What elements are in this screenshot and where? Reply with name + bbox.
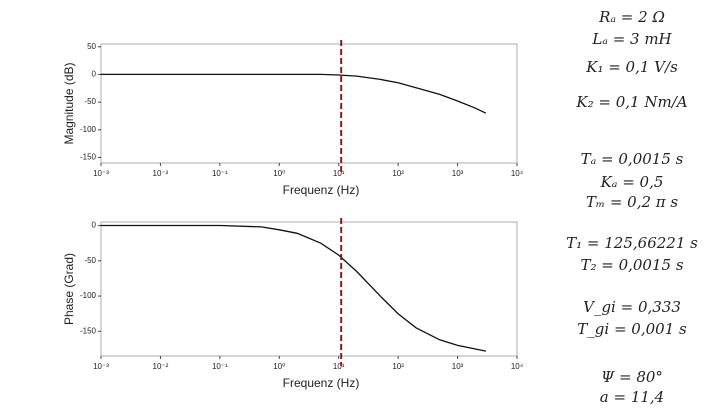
- x-tick-label: 10¹: [333, 169, 345, 178]
- y-tick-label: -150: [80, 153, 97, 162]
- y-tick-label: 0: [92, 221, 97, 230]
- equation: T_gi = 0,001 s: [577, 320, 687, 338]
- equation: T₂ = 0,0015 s: [580, 256, 683, 274]
- line: [101, 224, 487, 352]
- y-tick-label: -50: [84, 97, 96, 106]
- equation: Ψ = 80°: [601, 368, 663, 386]
- y-axis-label: Magnitude (dB): [62, 62, 76, 144]
- x-tick-label: 10²: [392, 362, 404, 371]
- x-tick-label: 10⁻¹: [212, 169, 228, 178]
- equation: K₂ = 0,1 Nm/A: [575, 93, 687, 111]
- y-tick-label: -100: [80, 125, 97, 134]
- equation: K₁ = 0,1 V/s: [585, 58, 678, 76]
- x-tick-label: 10⁻²: [153, 169, 169, 178]
- line: [101, 73, 487, 114]
- y-tick-label: -100: [80, 291, 97, 300]
- y-axis-label: Phase (Grad): [62, 253, 76, 325]
- equation: Tₘ = 0,2 π s: [586, 193, 679, 211]
- x-tick-label: 10⁻³: [93, 362, 109, 371]
- equation: T₁ = 125,66221 s: [566, 234, 698, 252]
- x-tick-label: 10⁻²: [153, 362, 169, 371]
- plot-frame: [100, 221, 518, 357]
- x-tick-label: 10⁰: [273, 169, 285, 178]
- x-tick-label: 10⁻³: [93, 169, 109, 178]
- x-tick-label: 10³: [452, 169, 464, 178]
- y-tick-label: 50: [87, 42, 96, 51]
- x-tick-label: 10²: [392, 169, 404, 178]
- x-tick-label: 10⁴: [511, 169, 524, 178]
- equation: Rₐ = 2 Ω: [598, 8, 665, 26]
- y-tick-label: 0: [92, 70, 97, 79]
- equation: Lₐ = 3 mH: [591, 30, 672, 48]
- equation: Tₐ = 0,0015 s: [581, 150, 684, 168]
- equation: Kₐ = 0,5: [600, 173, 664, 191]
- x-tick-label: 10³: [452, 362, 464, 371]
- plot-frame: [100, 43, 518, 164]
- x-axis-label: Frequenz (Hz): [283, 183, 360, 197]
- x-tick-label: 10⁴: [511, 362, 524, 371]
- y-tick-label: -150: [80, 326, 97, 335]
- x-tick-label: 10⁰: [273, 362, 285, 371]
- equation: a = 11,4: [600, 388, 664, 406]
- y-tick-label: -50: [84, 256, 96, 265]
- x-tick-label: 10⁻¹: [212, 362, 228, 371]
- x-axis-label: Frequenz (Hz): [283, 376, 360, 390]
- x-tick-label: 10¹: [333, 362, 345, 371]
- equation: V_gi = 0,333: [583, 298, 681, 316]
